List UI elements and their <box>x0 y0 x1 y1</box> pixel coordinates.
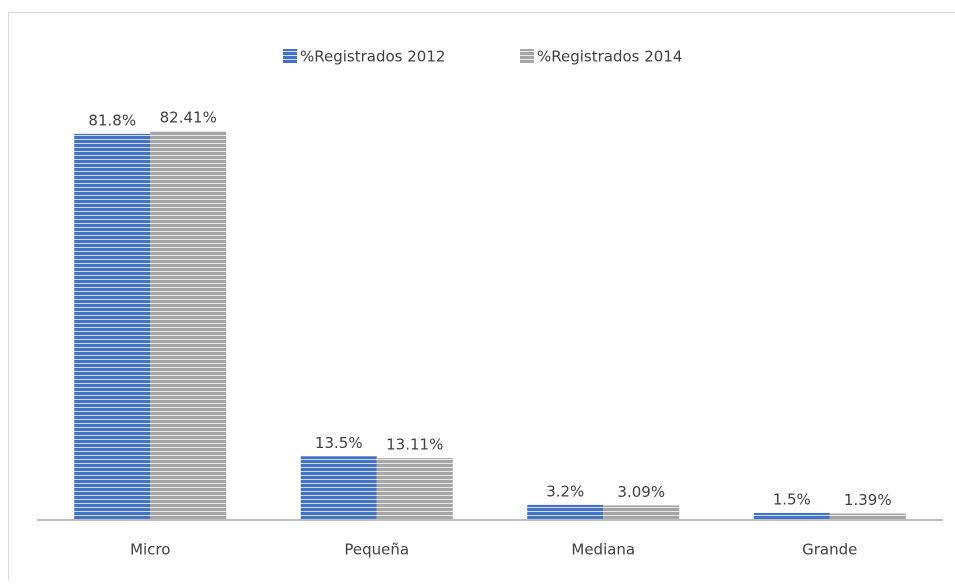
data-label: 3.09% <box>617 483 665 501</box>
bar <box>603 505 679 520</box>
data-label: 81.8% <box>88 111 136 129</box>
bar <box>74 134 150 520</box>
bar <box>377 458 453 520</box>
bar <box>527 505 603 520</box>
data-label: 82.41% <box>160 109 217 127</box>
bar <box>754 513 830 520</box>
legend-label: %Registrados 2014 <box>537 48 682 66</box>
x-tick-label: Micro <box>130 541 170 559</box>
x-tick-label: Grande <box>802 541 857 559</box>
legend-swatch <box>520 49 534 63</box>
data-label: 13.5% <box>315 434 363 452</box>
bar <box>301 456 377 520</box>
data-label: 13.11% <box>386 436 443 454</box>
data-label: 1.5% <box>773 490 811 508</box>
legend-swatch <box>283 49 297 63</box>
x-tick-label: Mediana <box>571 541 635 559</box>
legend-label: %Registrados 2012 <box>300 48 445 66</box>
x-tick-label: Pequeña <box>344 541 409 559</box>
data-label: 3.2% <box>546 482 584 500</box>
data-label: 1.39% <box>844 491 892 509</box>
bar <box>150 131 226 520</box>
